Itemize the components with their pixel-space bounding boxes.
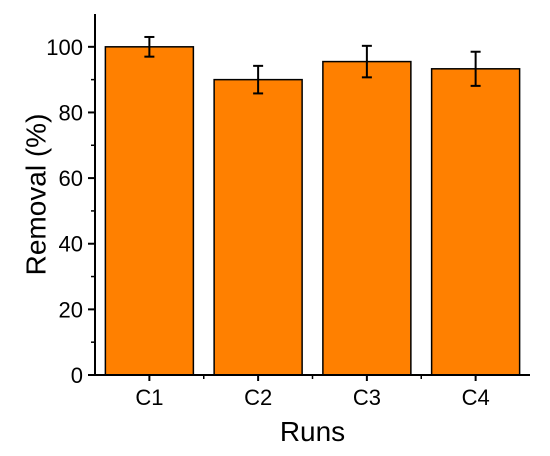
y-ticks-group: 0 20 40 60 80 100 — [46, 35, 95, 388]
x-tick-label-c1: C1 — [135, 385, 163, 410]
bar-c1 — [104, 46, 195, 376]
y-tick-label-80: 80 — [59, 100, 83, 125]
y-tick-label-60: 60 — [59, 166, 83, 191]
y-tick-label-100: 100 — [46, 35, 83, 60]
error-bar-c1 — [144, 35, 155, 58]
x-tick-label-c3: C3 — [353, 385, 381, 410]
x-tick-label-c2: C2 — [244, 385, 272, 410]
y-tick-label-40: 40 — [59, 232, 83, 257]
error-bar-c4 — [470, 50, 481, 87]
x-ticks-group: C1 C2 C3 C4 — [135, 375, 490, 410]
y-tick-label-0: 0 — [71, 363, 83, 388]
y-tick-label-20: 20 — [59, 297, 83, 322]
error-bar-c3 — [361, 44, 372, 79]
x-tick-label-c4: C4 — [462, 385, 490, 410]
bars-group — [104, 46, 521, 376]
error-bars-group — [144, 35, 481, 95]
error-bar-c2 — [253, 64, 264, 95]
x-axis-title: Runs — [280, 416, 345, 447]
bar-c2 — [213, 78, 303, 376]
bar-c4 — [430, 68, 521, 376]
y-axis-title: Removal (%) — [20, 114, 51, 276]
bar-c3 — [322, 60, 412, 376]
